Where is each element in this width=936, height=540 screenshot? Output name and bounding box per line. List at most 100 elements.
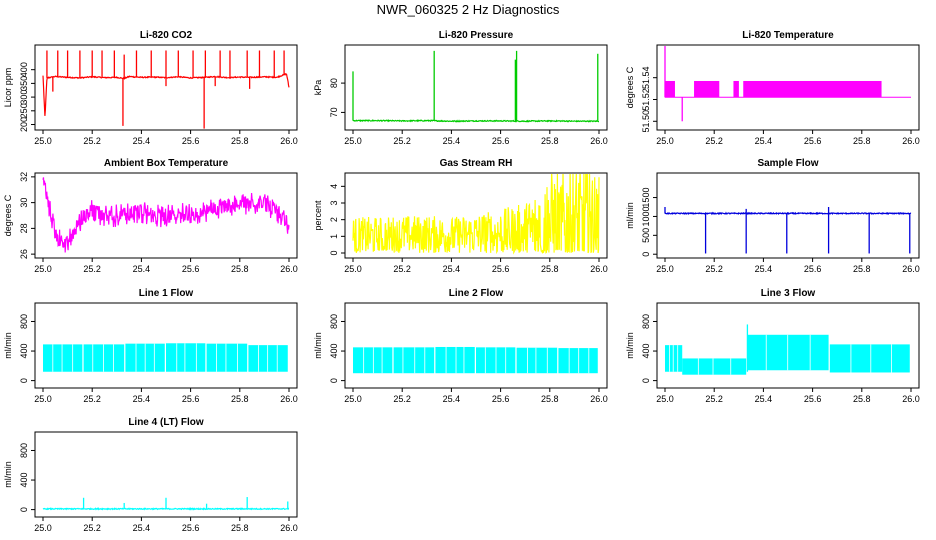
x-tick-label: 25.2: [83, 523, 101, 533]
y-axis-label: degrees C: [3, 194, 13, 236]
plot-frame: [656, 172, 920, 259]
flow-segment: [206, 343, 248, 372]
x-tick-label: 25.4: [133, 394, 151, 404]
x-tick-label: 26.0: [590, 136, 608, 146]
x-tick-label: 25.0: [34, 264, 52, 274]
plot-frame: [344, 302, 608, 389]
x-tick-label: 25.0: [656, 394, 674, 404]
x-tick-label: 25.2: [393, 394, 411, 404]
y-tick-label: 400: [19, 473, 29, 488]
x-tick-label: 25.4: [755, 136, 773, 146]
flow-segment: [829, 344, 910, 373]
y-axis-label: ml/min: [625, 332, 635, 359]
series-band-fill: [733, 80, 739, 98]
chart-panel: Ambient Box Temperature degrees C 25.0 25.2…: [3, 158, 298, 274]
y-tick-label: 32: [19, 172, 29, 182]
x-tick-label: 25.4: [755, 394, 773, 404]
y-tick-label: 1: [329, 234, 339, 239]
y-tick-label: 26: [19, 249, 29, 259]
x-tick-label: 25.8: [231, 523, 249, 533]
x-tick-label: 26.0: [590, 394, 608, 404]
flow-segment: [558, 348, 598, 374]
x-tick-label: 25.0: [344, 394, 362, 404]
x-tick-label: 25.6: [182, 264, 200, 274]
plot-frame: [34, 302, 298, 389]
y-axis-label: kPa: [313, 80, 323, 96]
x-tick-label: 25.2: [83, 394, 101, 404]
x-tick-label: 25.2: [83, 264, 101, 274]
x-tick-label: 25.0: [344, 264, 362, 274]
y-tick-label: 4: [329, 184, 339, 189]
chart-panel: Sample Flow ml/min 25.0 25.2 25.4 25.6 25.8 26.…: [625, 158, 920, 274]
y-axis-label: ml/min: [313, 332, 323, 359]
x-tick-label: 25.8: [853, 264, 871, 274]
x-tick-label: 25.6: [492, 394, 510, 404]
chart-title: Gas Stream RH: [440, 158, 513, 169]
y-tick-label: 250: [19, 103, 29, 118]
chart-title: Line 2 Flow: [449, 288, 504, 299]
data-layer: [43, 343, 288, 372]
y-tick-label: 1500: [641, 188, 651, 208]
x-tick-label: 25.4: [755, 264, 773, 274]
x-tick-label: 25.2: [705, 264, 723, 274]
chart-title: Ambient Box Temperature: [104, 158, 229, 169]
x-tick-label: 25.2: [83, 136, 101, 146]
data-layer: [42, 497, 290, 511]
chart-title: Sample Flow: [757, 158, 818, 169]
chart-panel: Li-820 Pressure kPa 25.0 25.2 25.4 25.6 25.8 26…: [313, 30, 608, 146]
series-band-fill: [694, 80, 720, 98]
series-line: [42, 177, 290, 253]
x-tick-label: 25.8: [231, 136, 249, 146]
x-tick-label: 25.0: [34, 523, 52, 533]
series-band-fill: [743, 80, 882, 98]
chart-panel: Line 1 Flow ml/min 25.0 25.2 25.4 25.6 25.8 26.…: [3, 288, 298, 404]
x-tick-label: 26.0: [902, 136, 920, 146]
x-tick-label: 25.2: [393, 264, 411, 274]
y-tick-label: 800: [19, 314, 29, 329]
x-tick-label: 25.0: [34, 136, 52, 146]
series-line: [664, 211, 912, 216]
flow-segment: [248, 345, 288, 372]
x-tick-label: 25.6: [804, 136, 822, 146]
x-tick-label: 25.6: [804, 394, 822, 404]
y-axis-label: ml/min: [3, 461, 13, 488]
x-tick-label: 25.8: [541, 136, 559, 146]
page-title: NWR_060325 2 Hz Diagnostics: [376, 2, 560, 17]
chart-panel: Gas Stream RH percent 25.0 25.2 25.4 25.6 25.8…: [313, 158, 608, 274]
x-tick-label: 25.6: [492, 264, 510, 274]
x-tick-label: 25.4: [133, 264, 151, 274]
y-tick-label: 800: [641, 314, 651, 329]
y-tick-label: 51.54: [641, 66, 651, 89]
x-tick-label: 25.6: [182, 523, 200, 533]
flow-segment: [83, 344, 125, 372]
y-tick-label: 28: [19, 223, 29, 233]
y-tick-label: 0: [329, 250, 339, 255]
y-tick-label: 70: [329, 107, 339, 117]
plot-frame: [344, 44, 608, 131]
chart-title: Line 4 (LT) Flow: [128, 417, 204, 428]
x-tick-label: 25.4: [133, 523, 151, 533]
x-tick-label: 26.0: [590, 264, 608, 274]
y-tick-label: 51.50: [641, 110, 651, 133]
y-tick-label: 350: [19, 76, 29, 91]
chart-panel: Line 3 Flow ml/min 25.0 25.2 25.4 25.6 25.8 26.…: [625, 288, 920, 404]
x-tick-label: 26.0: [280, 264, 298, 274]
flow-segment: [682, 358, 747, 375]
plot-frame: [34, 44, 298, 131]
data-layer: [665, 324, 910, 375]
x-tick-label: 25.4: [443, 264, 461, 274]
x-tick-label: 25.4: [133, 136, 151, 146]
plot-frame: [34, 431, 298, 518]
x-tick-label: 25.0: [656, 264, 674, 274]
x-tick-label: 25.0: [34, 394, 52, 404]
data-layer: [664, 207, 912, 254]
x-tick-label: 25.8: [231, 264, 249, 274]
y-tick-label: 400: [641, 344, 651, 359]
y-tick-label: 400: [19, 62, 29, 77]
chart-panel: Li-820 Temperature degrees C 25.0 25.2 25.4 2…: [625, 30, 920, 146]
y-tick-label: 400: [329, 344, 339, 359]
plot-frame: [344, 172, 608, 259]
y-tick-label: 1000: [641, 206, 651, 226]
x-tick-label: 26.0: [280, 136, 298, 146]
y-tick-label: 0: [329, 378, 339, 383]
